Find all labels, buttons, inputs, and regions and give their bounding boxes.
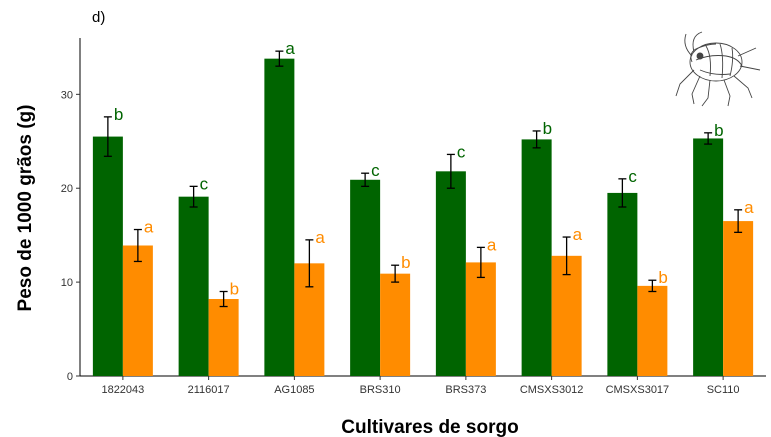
significance-letter: b (230, 280, 239, 299)
x-tick-label: CMSXS3012 (520, 384, 584, 396)
bar (92, 136, 123, 376)
bar (637, 285, 668, 376)
bar (435, 171, 466, 376)
significance-letter: b (658, 268, 667, 287)
bar (122, 245, 153, 376)
bar (607, 192, 638, 376)
significance-letter: c (200, 174, 209, 193)
bar (521, 139, 552, 376)
x-tick-label: AG1085 (274, 384, 314, 396)
y-tick-label: 10 (61, 277, 73, 289)
bar (350, 179, 381, 376)
x-tick-label: BRS310 (360, 384, 401, 396)
significance-letter: c (628, 167, 637, 186)
bar (380, 273, 411, 376)
x-tick-label: SC110 (707, 384, 740, 396)
significance-letter: a (573, 225, 583, 244)
significance-letter: a (285, 39, 295, 58)
y-tick-label: 0 (67, 371, 73, 383)
x-tick-label: BRS373 (445, 384, 486, 396)
insect-icon (675, 31, 761, 107)
y-tick-label: 20 (61, 183, 73, 195)
significance-letter: a (487, 235, 497, 254)
plot-area: 0 10 20 30 1822043 b a 2116017 c b AG1085 a a BRS310 c… (61, 38, 766, 396)
x-tick-label: 1822043 (101, 384, 144, 396)
x-tick-label: CMSXS3017 (606, 384, 670, 396)
y-tick-label: 30 (61, 89, 73, 101)
significance-letter: b (543, 119, 552, 138)
bar (178, 196, 209, 376)
significance-letter: b (714, 121, 723, 140)
significance-letter: c (457, 142, 466, 161)
bar (465, 262, 496, 376)
bar (551, 255, 582, 376)
significance-letter: a (315, 228, 325, 247)
significance-letter: a (144, 218, 154, 237)
y-axis-title: Peso de 1000 grãos (g) (15, 105, 36, 312)
significance-letter: c (371, 161, 380, 180)
x-tick-label: 2116017 (188, 384, 230, 396)
bar (723, 221, 754, 376)
significance-letter: b (114, 105, 123, 124)
significance-letter: a (744, 198, 754, 217)
panel-label: d) (92, 9, 105, 26)
bar (208, 299, 239, 376)
significance-letter: b (401, 253, 410, 272)
bar (264, 58, 295, 377)
bar (693, 138, 724, 376)
x-axis-title: Cultivares de sorgo (341, 417, 518, 437)
